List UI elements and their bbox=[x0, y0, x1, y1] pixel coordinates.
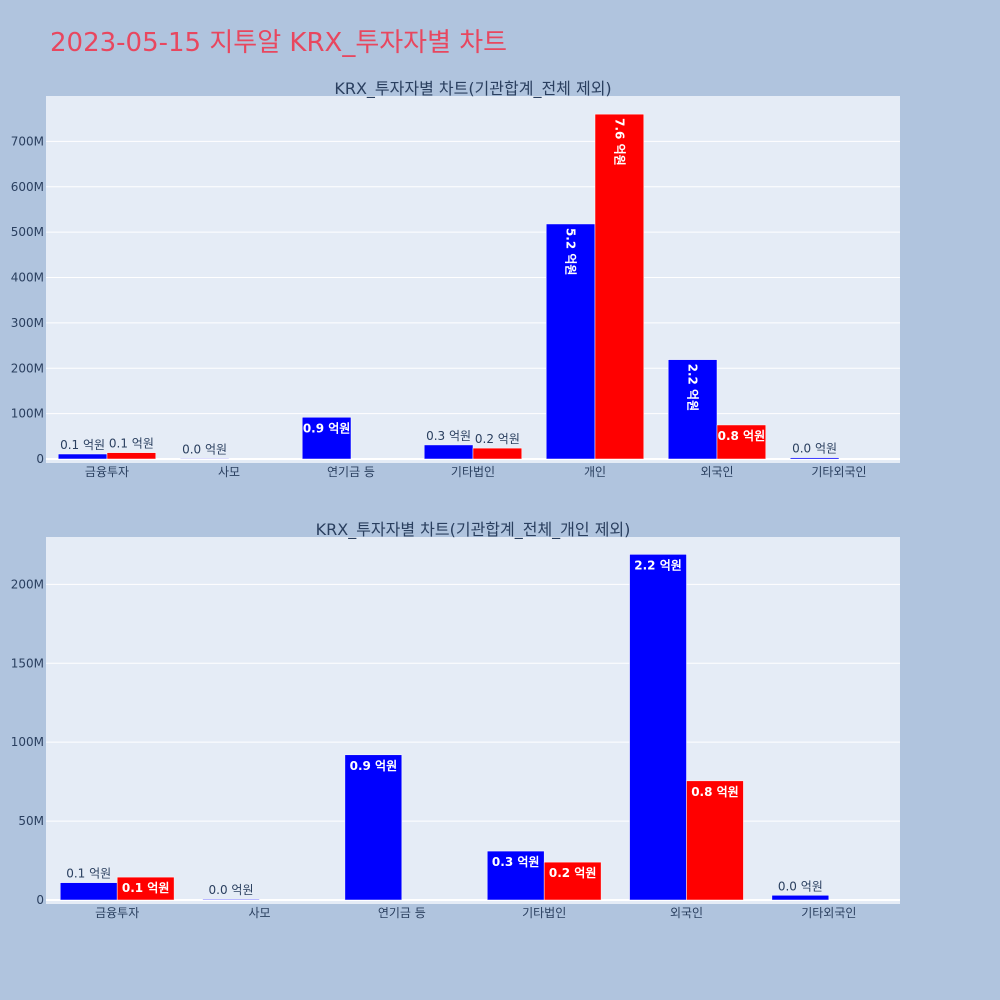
data-label: 2.2 억원 bbox=[634, 558, 682, 572]
x-tick-label: 사모 bbox=[248, 906, 270, 920]
bar bbox=[423, 444, 474, 460]
x-tick-label: 금융투자 bbox=[95, 906, 139, 920]
y-tick-label: 400M bbox=[11, 271, 44, 285]
x-tick-label: 외국인 bbox=[670, 906, 703, 920]
x-tick-label: 기타법인 bbox=[522, 906, 566, 920]
bar bbox=[594, 113, 645, 460]
bar bbox=[179, 458, 230, 460]
data-label: 0.0 억원 bbox=[792, 442, 837, 456]
page-title: 2023-05-15 지투알 KRX_투자자별 차트 bbox=[50, 28, 508, 58]
x-tick-label: 연기금 등 bbox=[378, 906, 426, 920]
y-tick-label: 0 bbox=[36, 893, 44, 907]
data-label: 0.1 억원 bbox=[109, 437, 154, 451]
bar bbox=[543, 861, 602, 901]
y-tick-label: 600M bbox=[11, 180, 44, 194]
data-label: 0.8 억원 bbox=[691, 785, 739, 799]
y-tick-label: 50M bbox=[18, 814, 44, 828]
data-label: 0.3 억원 bbox=[426, 429, 471, 443]
x-tick-label: 기타법인 bbox=[451, 465, 495, 479]
data-label: 7.6 억원 bbox=[612, 118, 626, 166]
bar bbox=[629, 554, 687, 901]
bar bbox=[771, 895, 830, 901]
bar bbox=[57, 453, 108, 460]
chart-title: KRX_투자자별 차트(기관합계_전체 제외) bbox=[334, 79, 611, 99]
bar bbox=[545, 223, 596, 460]
bar bbox=[472, 447, 523, 460]
y-tick-label: 700M bbox=[11, 134, 44, 148]
data-label: 0.8 억원 bbox=[718, 429, 766, 443]
plot-area bbox=[46, 537, 900, 904]
y-tick-label: 300M bbox=[11, 316, 44, 330]
data-label: 0.0 억원 bbox=[209, 883, 254, 897]
data-label: 0.1 억원 bbox=[122, 881, 170, 895]
bar bbox=[202, 898, 260, 901]
y-tick-label: 100M bbox=[11, 735, 44, 749]
y-tick-label: 200M bbox=[11, 361, 44, 375]
bar bbox=[106, 452, 157, 460]
bar bbox=[789, 457, 840, 460]
bar bbox=[667, 359, 718, 460]
x-tick-label: 연기금 등 bbox=[327, 465, 375, 479]
y-tick-label: 150M bbox=[11, 656, 44, 670]
bar bbox=[486, 850, 545, 901]
plot-area bbox=[46, 96, 900, 463]
data-label: 5.2 억원 bbox=[564, 228, 578, 276]
bar bbox=[116, 876, 175, 901]
x-tick-label: 외국인 bbox=[700, 465, 733, 479]
x-tick-label: 기타외국인 bbox=[801, 906, 856, 920]
bar bbox=[301, 417, 352, 460]
data-label: 0.0 억원 bbox=[778, 879, 823, 893]
x-tick-label: 개인 bbox=[584, 465, 606, 479]
y-tick-label: 200M bbox=[11, 577, 44, 591]
bar bbox=[686, 780, 744, 901]
data-label: 2.2 억원 bbox=[686, 364, 700, 412]
data-label: 0.2 억원 bbox=[475, 432, 520, 446]
data-label: 0.1 억원 bbox=[66, 867, 111, 881]
bar bbox=[716, 424, 767, 460]
y-tick-label: 500M bbox=[11, 225, 44, 239]
data-label: 0.9 억원 bbox=[350, 759, 398, 773]
chart-title: KRX_투자자별 차트(기관합계_전체_개인 제외) bbox=[316, 520, 631, 540]
y-tick-label: 0 bbox=[36, 452, 44, 466]
bar bbox=[344, 754, 403, 901]
data-label: 0.2 억원 bbox=[549, 866, 597, 880]
x-tick-label: 사모 bbox=[218, 465, 240, 479]
x-tick-label: 금융투자 bbox=[85, 465, 129, 479]
data-label: 0.9 억원 bbox=[303, 421, 351, 435]
x-tick-label: 기타외국인 bbox=[811, 465, 866, 479]
data-label: 0.1 억원 bbox=[60, 438, 105, 452]
data-label: 0.0 억원 bbox=[182, 442, 227, 456]
data-label: 0.3 억원 bbox=[492, 855, 540, 869]
bar bbox=[59, 882, 118, 901]
y-tick-label: 100M bbox=[11, 407, 44, 421]
